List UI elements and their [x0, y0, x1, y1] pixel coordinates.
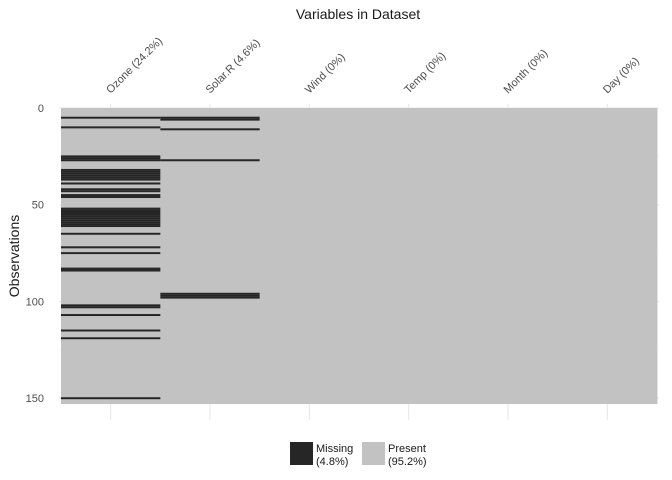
missing-cell — [61, 157, 161, 160]
missing-cell — [61, 269, 161, 272]
missing-cell — [61, 172, 161, 175]
legend-entry: Missing(4.8%) — [290, 442, 353, 468]
legend-swatch — [290, 442, 313, 465]
present-cells-3 — [358, 108, 459, 404]
missing-cell — [61, 211, 161, 214]
legend: Missing(4.8%) Present(95.2%) — [290, 442, 427, 468]
missing-cell — [61, 174, 161, 177]
missing-cell — [61, 182, 161, 185]
missing-cell — [61, 194, 161, 197]
x-tick-label: Temp (0%) — [402, 50, 448, 96]
missing-cell — [61, 159, 161, 162]
missing-cell — [61, 225, 161, 228]
missing-cell — [61, 223, 161, 226]
y-axis-label: Observations — [6, 215, 22, 297]
chart-title: Variables in Dataset — [296, 6, 420, 22]
missing-cell — [61, 209, 161, 212]
missing-cell — [61, 232, 161, 235]
missing-cell — [61, 176, 161, 179]
missing-cell — [160, 128, 260, 131]
present-cells-0 — [61, 108, 161, 404]
missing-cell — [61, 337, 161, 340]
missing-cell — [61, 397, 161, 400]
x-tick-label: Solar.R (4.6%) — [204, 37, 263, 96]
legend-percent: (4.8%) — [316, 456, 348, 468]
legend-entry: Present(95.2%) — [362, 442, 427, 468]
missing-cell — [61, 217, 161, 220]
missing-cell — [61, 246, 161, 249]
missing-cell — [160, 159, 260, 162]
x-tick-label: Day (0%) — [601, 55, 642, 96]
missing-cell — [160, 118, 260, 121]
legend-swatch — [362, 442, 385, 465]
missing-cell — [160, 292, 260, 295]
y-tick-label: 150 — [26, 393, 44, 405]
missing-cell — [61, 170, 161, 173]
missing-cell — [61, 267, 161, 270]
missing-cell — [61, 219, 161, 222]
missing-cell — [61, 168, 161, 171]
x-tick-label: Wind (0%) — [303, 51, 348, 96]
missing-cell — [61, 126, 161, 129]
y-tick-label: 100 — [26, 296, 44, 308]
missing-cell — [61, 304, 161, 307]
y-tick-label: 50 — [32, 200, 44, 212]
missing-cell — [61, 190, 161, 193]
legend-percent: (95.2%) — [388, 456, 427, 468]
legend-label: Present — [388, 443, 426, 455]
missing-cell — [61, 155, 161, 158]
present-cells-1 — [160, 108, 261, 404]
missing-cell — [61, 188, 161, 191]
present-cells-4 — [458, 108, 559, 404]
missing-cell — [160, 296, 260, 299]
x-tick-label: Month (0%) — [502, 47, 551, 96]
missing-cell — [61, 213, 161, 216]
y-tick-label: 0 — [38, 103, 44, 115]
missing-cell — [160, 294, 260, 297]
x-tick-label: Ozone (24.2%) — [104, 35, 165, 96]
missing-cell — [61, 178, 161, 181]
legend-label: Missing — [316, 443, 353, 455]
data-cells — [61, 108, 658, 404]
present-cells-2 — [259, 108, 360, 404]
missing-cell — [61, 207, 161, 210]
missing-cell — [61, 215, 161, 218]
missing-cell — [61, 116, 161, 119]
missing-cell — [61, 221, 161, 224]
missing-cell — [160, 116, 260, 119]
present-cells-5 — [557, 108, 658, 404]
missing-cell — [61, 196, 161, 199]
missing-cell — [61, 306, 161, 309]
missing-cell — [61, 252, 161, 255]
missing-cell — [61, 314, 161, 317]
missing-cell — [61, 329, 161, 332]
